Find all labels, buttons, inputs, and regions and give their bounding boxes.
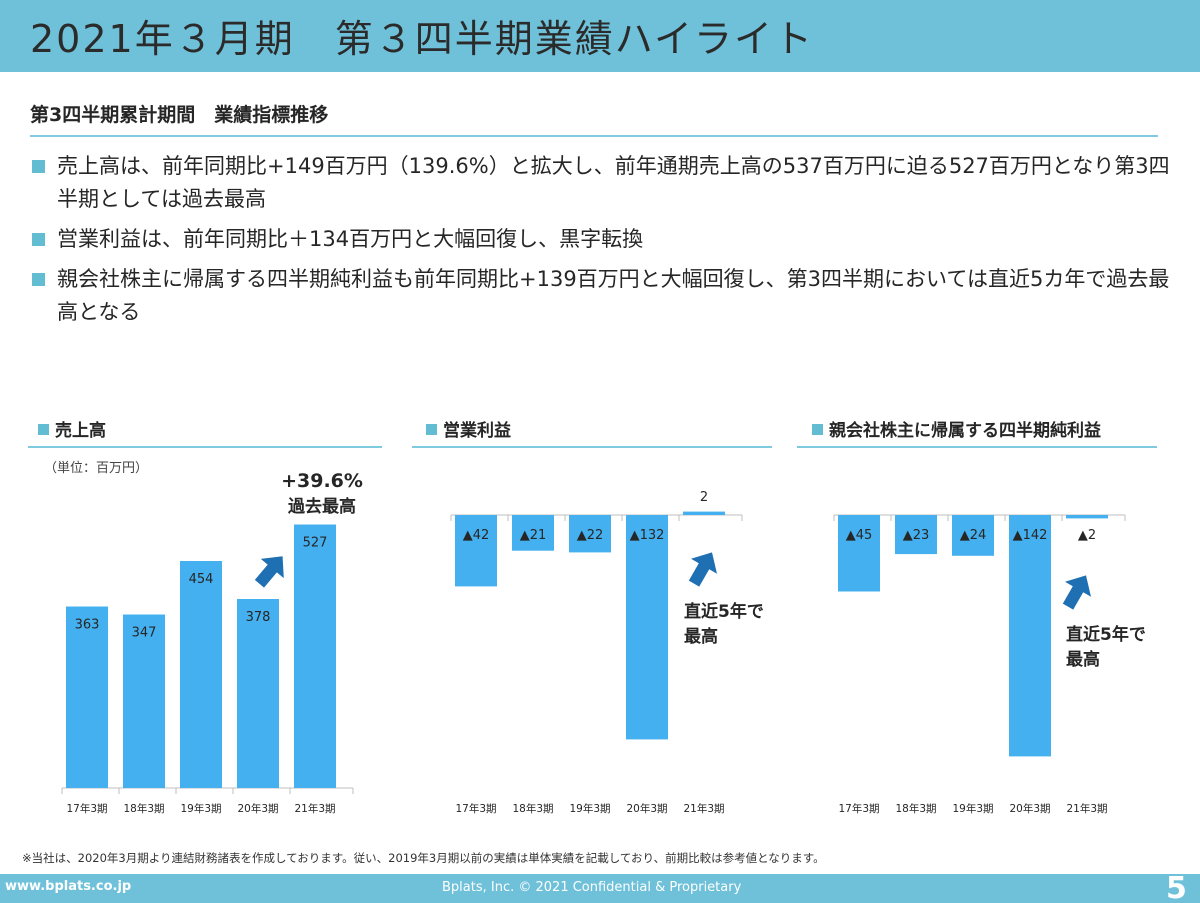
net-chart-title: 親会社株主に帰属する四半期純利益 (812, 416, 1101, 441)
net-bar (838, 515, 880, 592)
net-bar (952, 515, 994, 556)
net-bar (1009, 515, 1051, 757)
net-category-label: 18年3期 (895, 802, 936, 815)
bullet-square-icon (32, 233, 45, 246)
square-icon (812, 424, 823, 435)
sales-category-label: 18年3期 (123, 802, 164, 815)
footer-url[interactable]: www.bplats.co.jp (5, 879, 132, 894)
sales-bar (66, 606, 108, 788)
sales-up-arrow-icon-shape (254, 556, 284, 588)
sales-category-label: 20年3期 (237, 802, 278, 815)
bullet-net-income: 親会社株主に帰属する四半期純利益も前年同期比+139百万円と大幅回復し、第3四半… (32, 263, 1172, 329)
op-data-label: ▲42 (463, 528, 490, 543)
sales-category-label: 19年3期 (180, 802, 221, 815)
sales-bar (123, 614, 165, 788)
op-bar (626, 515, 668, 740)
sales-callout-value: +39.6% (281, 470, 363, 492)
op-bar (512, 515, 554, 551)
section-divider (30, 135, 1158, 137)
net-category-label: 21年3期 (1066, 802, 1107, 815)
net-data-label: ▲45 (846, 528, 873, 543)
op-category-label: 21年3期 (683, 802, 724, 815)
net-callout-line2: 最高 (1066, 649, 1100, 670)
square-icon (38, 424, 49, 435)
header-bar: 2021年３月期 第３四半期業績ハイライト (0, 0, 1200, 72)
footnote: ※当社は、2020年3月期より連結財務諸表を作成しております。従い、2019年3… (22, 851, 825, 865)
net-category-label: 20年3期 (1009, 802, 1050, 815)
op-chart-divider (412, 446, 772, 448)
page-number: 5 (1166, 871, 1187, 903)
sales-chart-title-text: 売上高 (55, 421, 106, 441)
sales-bar (237, 599, 279, 788)
net-callout-line1: 直近5年で (1066, 624, 1146, 645)
bullet-text: 営業利益は、前年同期比＋134百万円と大幅回復し、黒字転換 (57, 227, 644, 251)
op-category-label: 18年3期 (512, 802, 553, 815)
op-up-arrow-icon (688, 552, 717, 587)
sales-data-label: 527 (303, 536, 328, 551)
net-data-label: ▲2 (1078, 528, 1096, 543)
section-title: 第3四半期累計期間 業績指標推移 (30, 104, 329, 126)
sales-category-label: 21年3期 (294, 802, 335, 815)
sales-chart-title: 売上高 (38, 416, 106, 441)
sales-category-label: 17年3期 (66, 802, 107, 815)
bullet-square-icon (32, 160, 45, 173)
op-bar (455, 515, 497, 587)
net-chart-divider (797, 446, 1157, 448)
op-callout-line2: 最高 (684, 626, 718, 647)
sales-data-label: 363 (75, 618, 100, 633)
sales-data-label: 454 (189, 572, 214, 587)
op-bar (569, 515, 611, 553)
bullet-text: 売上高は、前年同期比+149百万円（139.6%）と拡大し、前年通期売上高の53… (57, 154, 1170, 211)
op-data-label: ▲132 (630, 528, 665, 543)
unit-label: （単位：百万円） (44, 461, 149, 476)
sales-callout-text: 過去最高 (288, 496, 356, 517)
bullet-square-icon (32, 273, 45, 286)
op-data-label: 2 (700, 490, 708, 505)
net-up-arrow-icon-shape (1062, 575, 1091, 610)
op-bar (683, 511, 725, 515)
sales-bar (294, 524, 336, 788)
sales-up-arrow-icon (254, 556, 284, 588)
net-data-label: ▲142 (1013, 528, 1048, 543)
page-title: 2021年３月期 第３四半期業績ハイライト (30, 17, 814, 61)
bullet-sales: 売上高は、前年同期比+149百万円（139.6%）と拡大し、前年通期売上高の53… (32, 150, 1172, 216)
net-category-label: 19年3期 (952, 802, 993, 815)
sales-bar (180, 561, 222, 788)
net-data-label: ▲24 (960, 528, 987, 543)
sales-data-label: 378 (246, 610, 271, 625)
footer-copyright: Bplats, Inc. © 2021 Confidential & Propr… (442, 880, 742, 895)
square-icon (426, 424, 437, 435)
net-bar (1066, 515, 1108, 519)
op-callout-line1: 直近5年で (684, 601, 764, 622)
op-chart-title-text: 営業利益 (443, 421, 511, 441)
op-category-label: 20年3期 (626, 802, 667, 815)
bullet-operating-profit: 営業利益は、前年同期比＋134百万円と大幅回復し、黒字転換 (32, 223, 1172, 256)
footer-bar: www.bplats.co.jp Bplats, Inc. © 2021 Con… (0, 871, 1200, 903)
sales-data-label: 347 (132, 626, 157, 641)
net-category-label: 17年3期 (838, 802, 879, 815)
sales-chart-divider (28, 446, 382, 448)
op-data-label: ▲22 (577, 528, 604, 543)
bullet-text: 親会社株主に帰属する四半期純利益も前年同期比+139百万円と大幅回復し、第3四半… (57, 267, 1170, 324)
net-bar (895, 515, 937, 555)
net-chart-title-text: 親会社株主に帰属する四半期純利益 (829, 421, 1101, 441)
op-chart-title: 営業利益 (426, 416, 511, 441)
op-data-label: ▲21 (520, 528, 547, 543)
op-category-label: 17年3期 (455, 802, 496, 815)
op-up-arrow-icon-shape (688, 552, 717, 587)
net-up-arrow-icon (1062, 575, 1091, 610)
bullet-list: 売上高は、前年同期比+149百万円（139.6%）と拡大し、前年通期売上高の53… (32, 150, 1172, 336)
net-data-label: ▲23 (903, 528, 930, 543)
op-category-label: 19年3期 (569, 802, 610, 815)
